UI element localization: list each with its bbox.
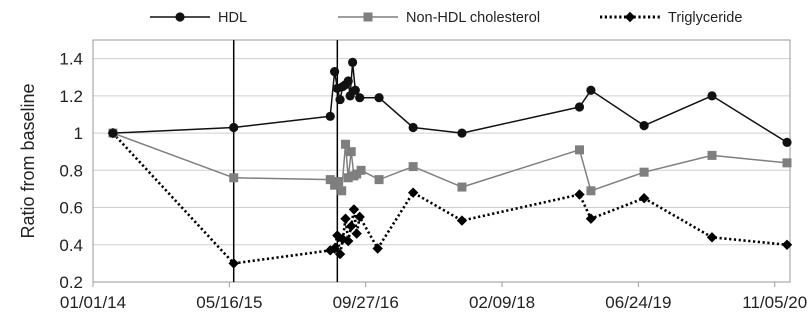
- y-tick-label: 1.4: [59, 50, 83, 69]
- data-point-square: [707, 150, 717, 160]
- legend-label: Triglyceride: [668, 10, 742, 26]
- data-point-circle: [374, 93, 384, 103]
- plot-area: [92, 39, 791, 283]
- legend: HDL Non-HDL cholesterol Triglyceride: [150, 10, 742, 26]
- plot-border: [92, 39, 791, 283]
- y-tick-label: 0.6: [59, 199, 83, 218]
- data-point-circle: [325, 111, 335, 121]
- x-axis-ticks: 01/01/14 05/16/15 09/27/16 02/09/18 06/24/19…: [60, 282, 807, 312]
- y-axis-title: Ratio from baseline: [18, 83, 38, 238]
- y-tick-label: 1: [74, 124, 83, 143]
- grid: [93, 58, 790, 283]
- data-point-square: [374, 175, 384, 185]
- data-point-circle: [408, 122, 418, 133]
- data-point-square: [408, 162, 418, 172]
- data-point-diamond: [585, 213, 597, 224]
- series-line-diamond: [111, 132, 788, 265]
- data-point-square: [343, 173, 353, 183]
- y-tick-label: 0.4: [59, 236, 83, 255]
- data-point-square: [341, 139, 351, 149]
- x-tick-label: 05/16/15: [196, 293, 262, 312]
- series-markers: [107, 57, 793, 269]
- data-point-square: [334, 176, 344, 186]
- x-tick-label: 06/24/19: [605, 293, 671, 312]
- data-point-diamond: [706, 232, 718, 243]
- data-point-square: [325, 175, 335, 185]
- data-point-circle: [457, 128, 467, 138]
- legend-label: HDL: [218, 10, 247, 26]
- data-point-diamond: [329, 243, 340, 254]
- data-point-circle: [574, 102, 585, 112]
- legend-label: Non-HDL cholesterol: [406, 10, 540, 26]
- data-point-square: [356, 165, 366, 175]
- data-point-circle: [586, 85, 596, 95]
- data-point-square: [337, 186, 347, 196]
- data-point-diamond: [351, 228, 362, 239]
- data-point-circle: [108, 128, 118, 138]
- data-point-diamond: [456, 215, 468, 226]
- data-point-circle: [330, 67, 340, 77]
- y-tick-label: 1.2: [59, 87, 83, 106]
- data-point-circle: [348, 57, 358, 67]
- series-lines: [111, 61, 788, 265]
- data-point-square: [782, 158, 792, 168]
- data-point-diamond: [343, 235, 354, 247]
- data-point-diamond: [574, 189, 585, 200]
- x-tick-label: 02/09/18: [469, 293, 535, 312]
- legend-swatch-square: [363, 12, 373, 22]
- data-point-circle: [343, 76, 353, 86]
- data-point-square: [639, 167, 649, 177]
- data-point-square: [457, 182, 467, 192]
- data-point-circle: [782, 137, 792, 147]
- data-point-circle: [355, 93, 365, 103]
- data-point-circle: [639, 121, 649, 131]
- y-tick-label: 0.2: [59, 273, 83, 292]
- data-point-diamond: [348, 204, 360, 215]
- x-tick-label: 11/05/20: [742, 293, 807, 312]
- data-point-square: [229, 173, 239, 183]
- data-point-circle: [707, 91, 717, 101]
- data-point-circle: [350, 85, 360, 95]
- data-point-diamond: [781, 239, 793, 250]
- y-axis-ticks: 0.2 0.4 0.6 0.8 1 1.2 1.4: [59, 50, 83, 292]
- data-point-diamond: [346, 220, 357, 232]
- legend-swatch-circle: [175, 12, 185, 22]
- data-point-circle: [335, 94, 345, 105]
- data-point-square: [574, 145, 584, 155]
- series-line-circle: [112, 61, 788, 144]
- data-point-square: [586, 186, 596, 196]
- data-point-diamond: [334, 248, 346, 260]
- data-point-diamond: [638, 193, 650, 204]
- data-point-diamond: [407, 187, 419, 198]
- data-point-circle: [229, 122, 239, 133]
- series-line-square: [112, 132, 788, 192]
- x-tick-label: 09/27/16: [333, 293, 399, 312]
- y-tick-label: 0.8: [59, 161, 83, 180]
- data-point-square: [346, 147, 356, 157]
- legend-swatch-diamond: [624, 11, 636, 23]
- data-point-diamond: [372, 243, 383, 254]
- x-tick-label: 01/01/14: [60, 293, 126, 312]
- vertical-markers: [232, 40, 339, 282]
- data-point-diamond: [228, 258, 239, 269]
- data-point-diamond: [340, 213, 351, 224]
- data-point-diamond: [354, 211, 365, 223]
